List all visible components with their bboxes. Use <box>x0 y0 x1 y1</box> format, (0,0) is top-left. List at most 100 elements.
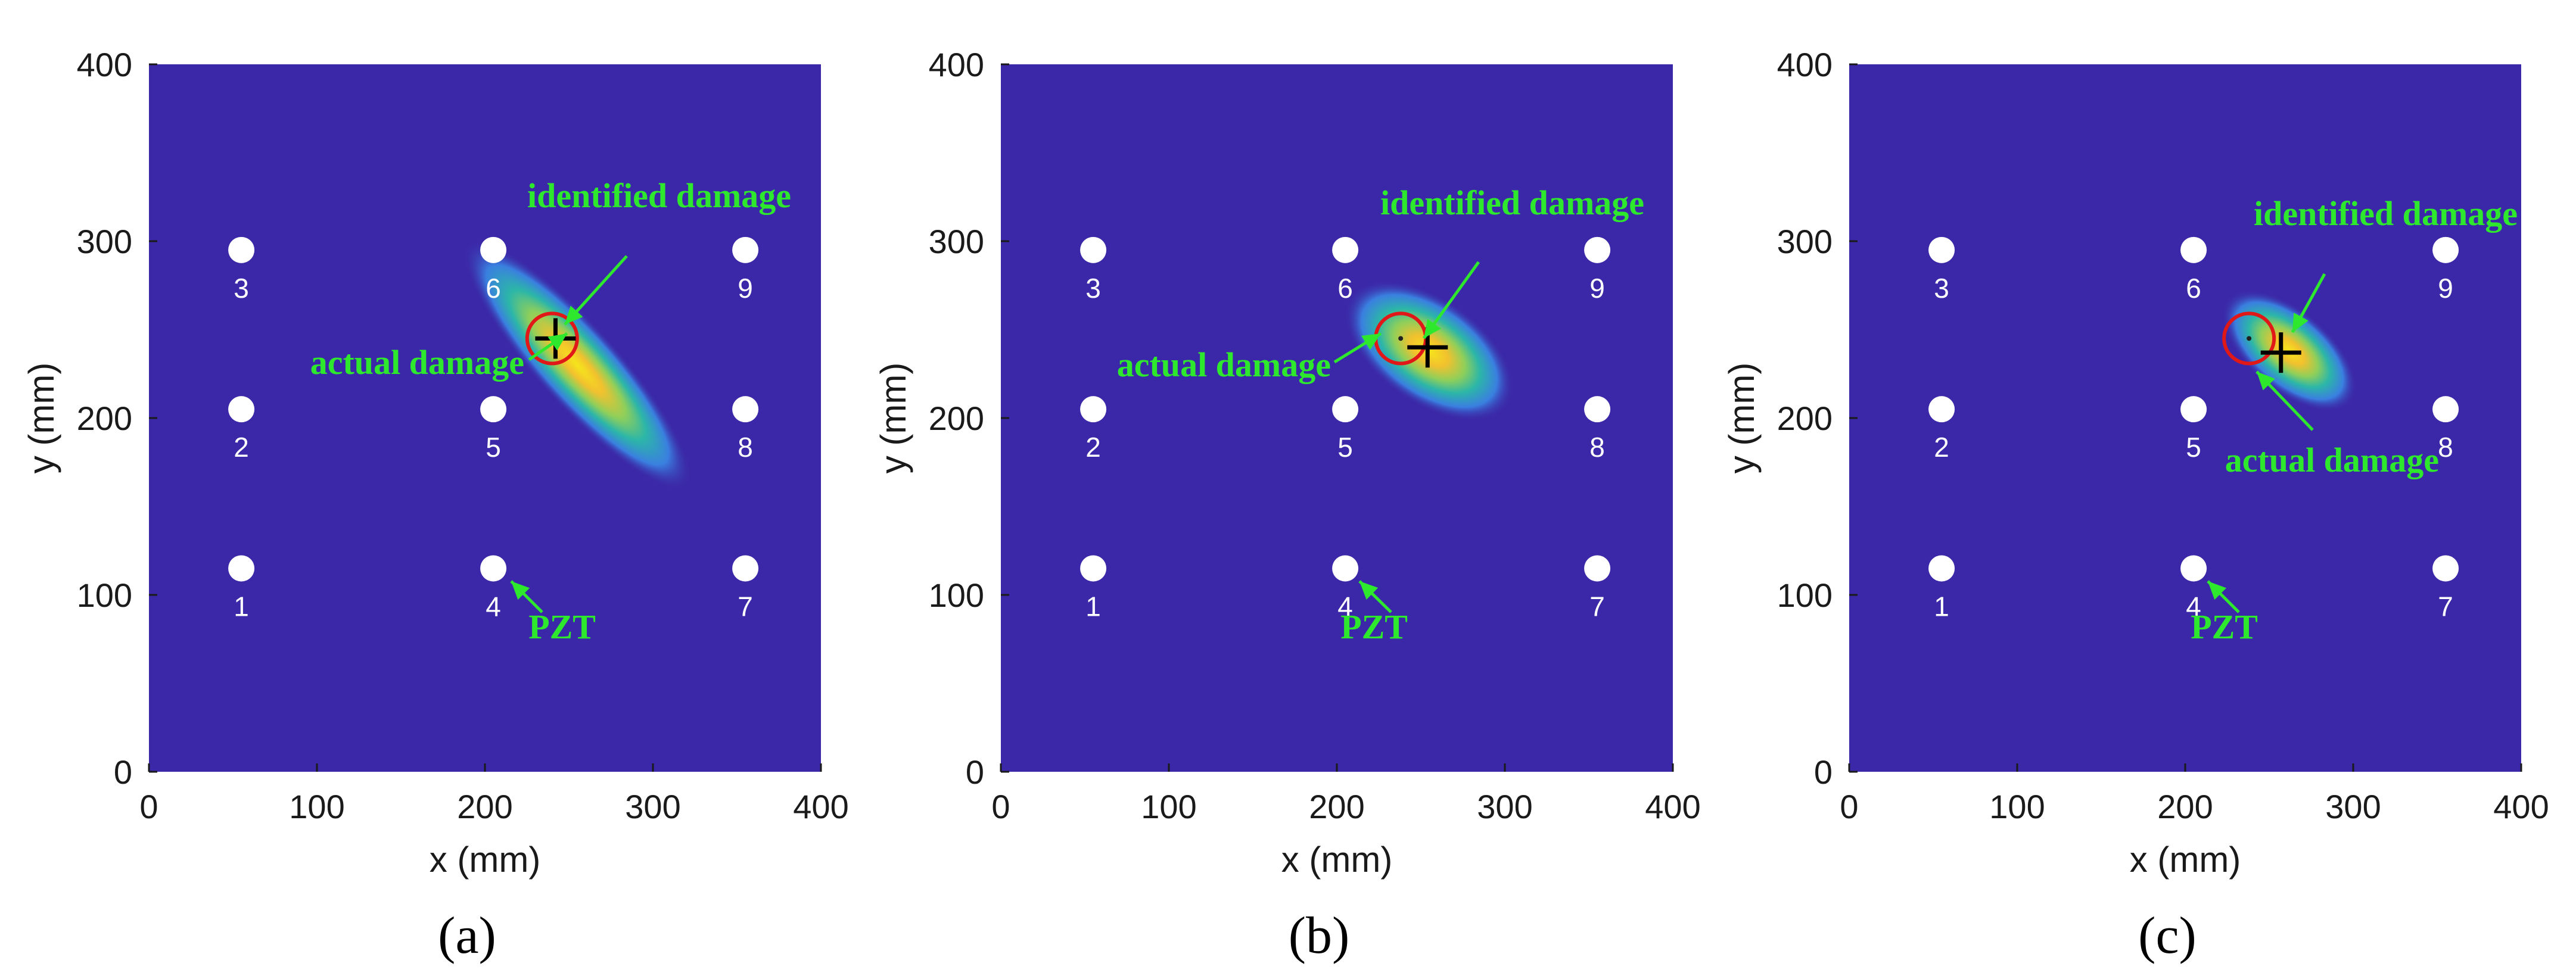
chart-panel-c: 1 2 3 4 5 6 7 8 9 0 100 200 300 400 0 100 200 300 400 x (mm… <box>1722 46 2549 965</box>
y-axis-label: y (mm) <box>873 363 913 474</box>
y-tick-label: 200 <box>77 400 132 437</box>
pzt-sensor-label: 1 <box>1934 591 1949 622</box>
y-tick-label: 0 <box>114 753 132 791</box>
damage-probability-hotspot <box>463 240 692 490</box>
pzt-sensor-marker <box>1584 396 1611 423</box>
pzt-sensor-label: 3 <box>1085 273 1101 304</box>
identified-damage-arrow-head <box>2292 312 2309 332</box>
y-tick-label: 300 <box>929 223 984 260</box>
pzt-arrow-head <box>511 581 530 600</box>
pzt-sensor-marker <box>1080 396 1107 423</box>
pzt-sensor-marker <box>732 236 759 263</box>
pzt-sensor-marker <box>480 236 507 263</box>
y-tick-label: 100 <box>77 576 132 614</box>
y-tick-label: 300 <box>1777 223 1833 260</box>
y-tick-label: 0 <box>966 753 984 791</box>
x-tick-label: 100 <box>289 788 344 825</box>
pzt-sensor-label: 3 <box>234 273 249 304</box>
pzt-sensor-marker <box>2180 396 2207 423</box>
y-tick-label: 400 <box>929 46 984 83</box>
pzt-sensor-marker <box>2432 555 2459 582</box>
pzt-arrow-head <box>2208 581 2227 600</box>
identified-damage-annotation: identified damage <box>1380 183 1644 222</box>
x-tick-label: 300 <box>625 788 680 825</box>
pzt-sensor-label: 2 <box>1934 432 1949 463</box>
x-tick-label: 100 <box>1989 788 2045 825</box>
x-tick-label: 100 <box>1141 788 1196 825</box>
pzt-sensor-label: 6 <box>1337 273 1353 304</box>
x-tick-label: 400 <box>2493 788 2549 825</box>
pzt-sensor-marker <box>1928 555 1955 582</box>
pzt-sensor-label: 9 <box>1589 273 1605 304</box>
x-tick-label: 300 <box>2325 788 2381 825</box>
identified-damage-arrow-head <box>1424 319 1441 338</box>
pzt-sensor-marker <box>1584 236 1611 263</box>
axis-ticks: 0 100 200 300 400 0 100 200 300 400 <box>1777 46 2549 825</box>
x-tick-label: 0 <box>1840 788 1858 825</box>
pzt-sensor-label: 3 <box>1934 273 1949 304</box>
x-tick-label: 200 <box>1309 788 1364 825</box>
pzt-sensor-marker <box>480 555 507 582</box>
y-tick-label: 100 <box>1777 576 1833 614</box>
pzt-sensor-label: 8 <box>738 432 753 463</box>
pzt-sensor-label: 6 <box>486 273 501 304</box>
pzt-sensor-label: 5 <box>1337 432 1353 463</box>
x-tick-label: 200 <box>2157 788 2213 825</box>
axis-ticks: 0 100 200 300 400 0 100 200 300 400 <box>929 46 1701 825</box>
pzt-sensor-marker <box>1332 396 1359 423</box>
actual-damage-marker <box>2222 311 2276 366</box>
pzt-sensor-label: 4 <box>486 591 501 622</box>
actual-damage-annotation: actual damage <box>1117 345 1331 384</box>
identified-damage-arrow-head <box>565 305 583 325</box>
x-axis-label: x (mm) <box>430 840 541 880</box>
pzt-sensor-marker <box>2432 396 2459 423</box>
y-tick-label: 100 <box>929 576 984 614</box>
pzt-sensor-label: 7 <box>1589 591 1605 622</box>
identified-damage-annotation: identified damage <box>527 176 791 215</box>
actual-damage-center-dot <box>1398 336 1404 341</box>
panel-caption: (a) <box>438 907 496 965</box>
y-axis-label: y (mm) <box>21 363 61 474</box>
pzt-sensor-marker <box>228 236 255 263</box>
pzt-sensor-label: 1 <box>1085 591 1101 622</box>
pzt-sensor-label: 9 <box>738 273 753 304</box>
pzt-sensor-label: 4 <box>2186 591 2201 622</box>
actual-damage-marker <box>525 311 579 366</box>
pzt-annotation: PZT <box>1340 607 1408 646</box>
actual-damage-center-dot <box>2247 336 2252 341</box>
axis-ticks: 0 100 200 300 400 0 100 200 300 400 <box>77 46 849 825</box>
pzt-annotation: PZT <box>528 607 596 646</box>
pzt-sensor-marker <box>1332 236 1359 263</box>
actual-damage-arrow-head <box>547 333 567 351</box>
chart-panel-a: 1 2 3 4 5 6 7 8 9 0 100 200 300 400 0 100 200 300 400 x (mm… <box>21 46 849 965</box>
pzt-arrow-head <box>1359 581 1379 600</box>
pzt-sensor-marker <box>1080 236 1107 263</box>
pzt-sensor-marker <box>1332 555 1359 582</box>
actual-damage-arrow-head <box>2257 372 2275 391</box>
x-tick-label: 200 <box>457 788 512 825</box>
pzt-sensor-marker <box>2180 236 2207 263</box>
pzt-sensor-marker <box>1080 555 1107 582</box>
y-tick-label: 0 <box>1814 753 1833 791</box>
pzt-sensor-label: 2 <box>1085 432 1101 463</box>
pzt-sensor-marker <box>732 396 759 423</box>
identified-damage-annotation: identified damage <box>2254 194 2518 233</box>
x-tick-label: 0 <box>991 788 1010 825</box>
actual-damage-annotation: actual damage <box>2225 441 2439 479</box>
x-tick-label: 0 <box>139 788 158 825</box>
pzt-sensor-marker <box>1584 555 1611 582</box>
y-axis-label: y (mm) <box>1722 363 1762 474</box>
pzt-sensor-label: 9 <box>2438 273 2453 304</box>
chart-panel-b: 1 2 3 4 5 6 7 8 9 0 100 200 300 400 0 100 200 300 400 x (mm… <box>873 46 1701 965</box>
identified-damage-marker <box>2260 332 2301 373</box>
x-axis-label: x (mm) <box>1281 840 1393 880</box>
y-tick-label: 400 <box>77 46 132 83</box>
pzt-sensor-label: 4 <box>1337 591 1353 622</box>
pzt-sensor-label: 1 <box>234 591 249 622</box>
pzt-sensor-marker <box>1928 396 1955 423</box>
actual-damage-arrow-head <box>1361 333 1381 350</box>
pzt-sensor-marker <box>228 555 255 582</box>
y-tick-label: 300 <box>77 223 132 260</box>
pzt-sensor-label: 6 <box>2186 273 2201 304</box>
